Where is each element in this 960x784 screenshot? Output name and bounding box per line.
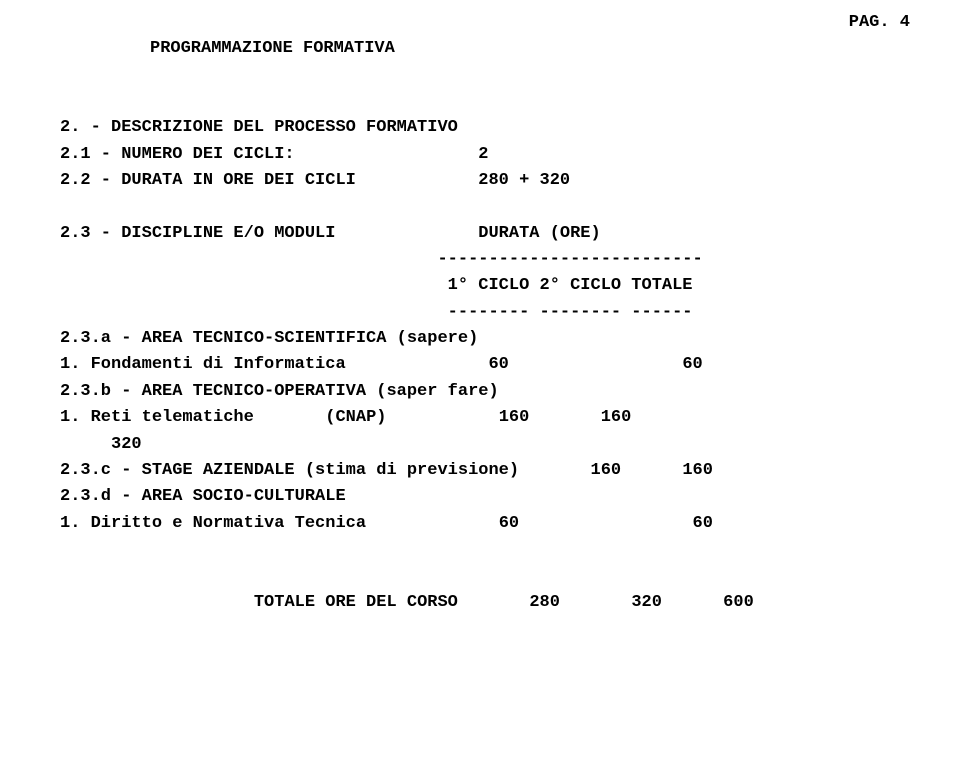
item-paren: (CNAP) xyxy=(325,408,386,427)
item-value: 160 xyxy=(601,408,632,427)
spacer xyxy=(60,537,920,563)
divider-dash: -------------------------- xyxy=(60,247,920,273)
document-page: PAG. 4 PROGRAMMAZIONE FORMATIVA 2. - DES… xyxy=(0,0,960,626)
item-value: 60 xyxy=(693,514,713,533)
item-row: 2.3.c - STAGE AZIENDALE (stima di previs… xyxy=(60,458,920,484)
field-label: 2.2 - DURATA IN ORE DEI CICLI xyxy=(60,171,356,190)
field-label: 2.1 - NUMERO DEI CICLI: xyxy=(60,145,295,164)
item-value: 60 xyxy=(682,355,702,374)
item-value: 160 xyxy=(591,461,622,480)
item-label: 1. Reti telematiche xyxy=(60,408,254,427)
header-text: 1° CICLO 2° CICLO TOTALE xyxy=(448,276,693,295)
item-continuation: 320 xyxy=(60,432,920,458)
total-row: TOTALE ORE DEL CORSO 280 320 600 xyxy=(60,590,920,616)
area-label: 2.3.d - AREA SOCIO-CULTURALE xyxy=(60,484,920,510)
field-value: 280 + 320 xyxy=(478,171,570,190)
divider-dash: -------- -------- ------ xyxy=(60,300,920,326)
spacer xyxy=(60,563,920,589)
dash-text: -------------------------- xyxy=(437,250,702,269)
item-label: 1. Diritto e Normativa Tecnica xyxy=(60,514,366,533)
table-header: 1° CICLO 2° CICLO TOTALE xyxy=(60,273,920,299)
item-row: 1. Diritto e Normativa Tecnica 60 60 xyxy=(60,511,920,537)
spacer xyxy=(60,194,920,220)
area-label: 2.3.c - STAGE AZIENDALE (stima di previs… xyxy=(60,461,519,480)
item-value: 160 xyxy=(682,461,713,480)
area-label: 2.3.b - AREA TECNICO-OPERATIVA (saper fa… xyxy=(60,379,920,405)
item-value: 320 xyxy=(111,435,142,454)
page-number: PAG. 4 xyxy=(60,10,920,36)
dash-text: -------- -------- ------ xyxy=(448,303,693,322)
total-value: 280 xyxy=(529,593,560,612)
field-value: 2 xyxy=(478,145,488,164)
item-label: 1. Fondamenti di Informatica xyxy=(60,355,346,374)
item-row: 1. Fondamenti di Informatica 60 60 xyxy=(60,352,920,378)
section-heading: 2. - DESCRIZIONE DEL PROCESSO FORMATIVO xyxy=(60,115,920,141)
field-row: 2.2 - DURATA IN ORE DEI CICLI 280 + 320 xyxy=(60,168,920,194)
item-row: 1. Reti telematiche (CNAP) 160 160 xyxy=(60,405,920,431)
item-value: 160 xyxy=(499,408,530,427)
page-title: PROGRAMMAZIONE FORMATIVA xyxy=(60,36,920,62)
total-value: 600 xyxy=(723,593,754,612)
spacer xyxy=(60,63,920,89)
total-value: 320 xyxy=(631,593,662,612)
spacer xyxy=(60,89,920,115)
item-value: 60 xyxy=(488,355,508,374)
field-row: 2.3 - DISCIPLINE E/O MODULI DURATA (ORE) xyxy=(60,221,920,247)
field-row: 2.1 - NUMERO DEI CICLI: 2 xyxy=(60,142,920,168)
area-label: 2.3.a - AREA TECNICO-SCIENTIFICA (sapere… xyxy=(60,326,920,352)
field-value: DURATA (ORE) xyxy=(478,224,600,243)
total-label: TOTALE ORE DEL CORSO xyxy=(254,593,458,612)
field-label: 2.3 - DISCIPLINE E/O MODULI xyxy=(60,224,335,243)
item-value: 60 xyxy=(499,514,519,533)
